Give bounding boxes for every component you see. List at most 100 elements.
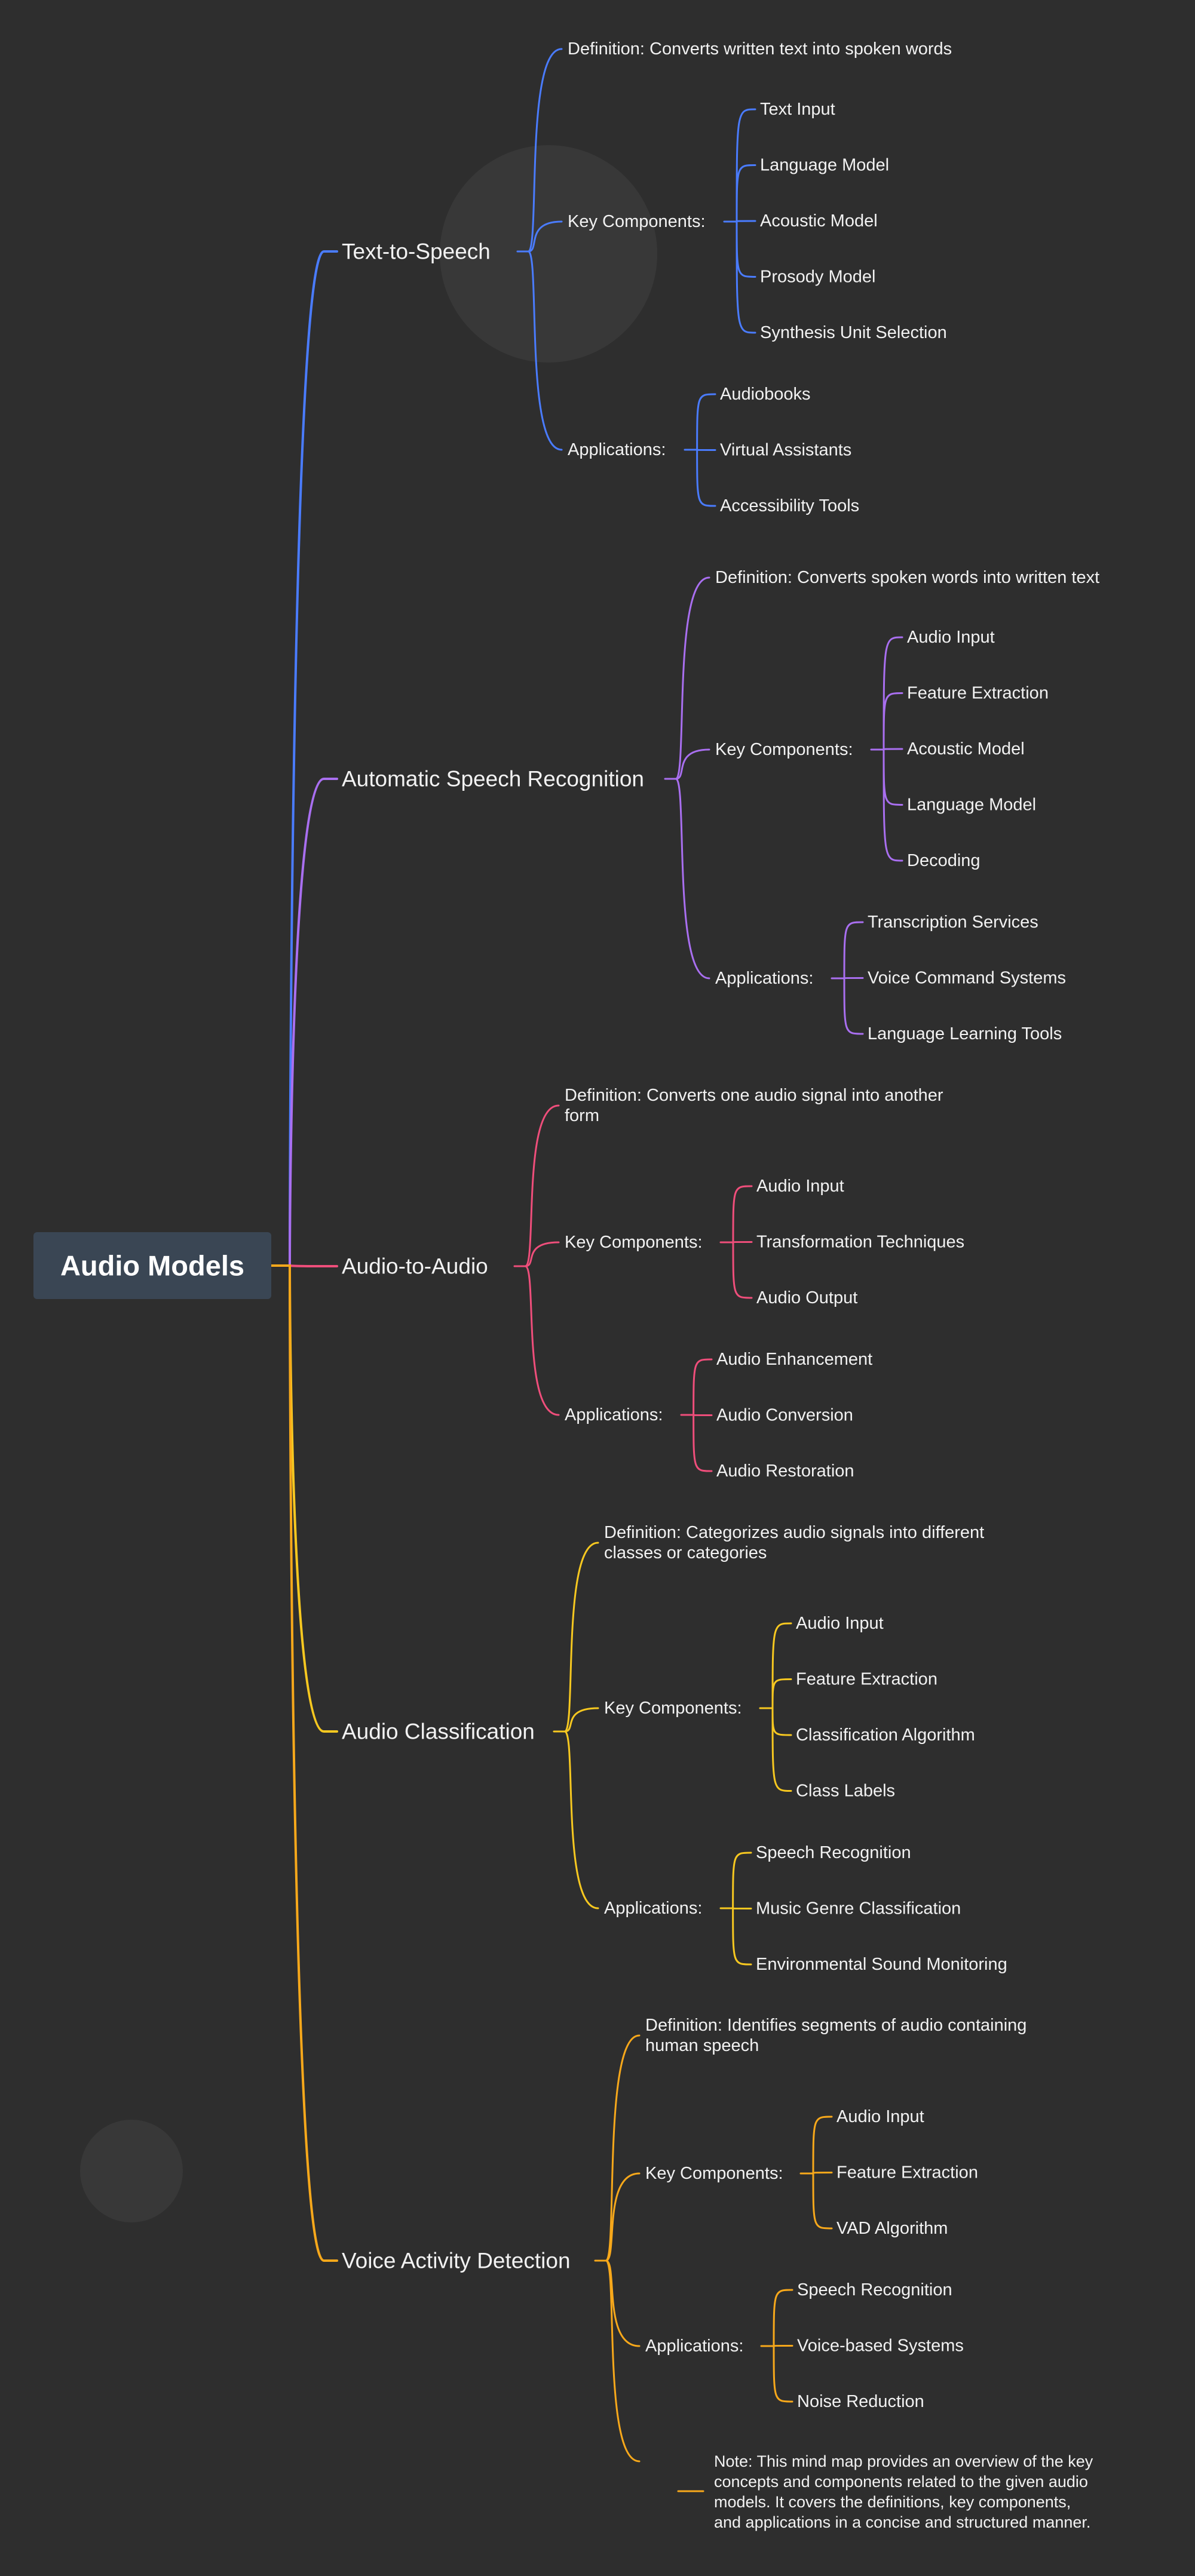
components-audio-classification-edge bbox=[771, 1707, 792, 1792]
applications-asr[interactable]: Applications: bbox=[715, 969, 813, 988]
component-tts[interactable]: Prosody Model bbox=[760, 268, 875, 287]
applications-audio-to-audio-edge bbox=[693, 1358, 713, 1416]
application-vad[interactable]: Noise Reduction bbox=[797, 2392, 924, 2411]
decorative-circle-top bbox=[440, 145, 657, 363]
components-vad-edge bbox=[812, 2172, 833, 2230]
child-edge-audio-classification bbox=[563, 1707, 599, 1733]
application-asr[interactable]: Transcription Services bbox=[868, 913, 1038, 932]
definition-vad: Definition: Identifies segments of audio… bbox=[645, 2016, 1027, 2035]
application-tts[interactable]: Virtual Assistants bbox=[720, 441, 851, 460]
component-audio-to-audio[interactable]: Transformation Techniques bbox=[756, 1233, 964, 1252]
application-audio-classification[interactable]: Speech Recognition bbox=[756, 1843, 911, 1862]
note-text: concepts and components related to the g… bbox=[714, 2473, 1088, 2491]
child-edge-tts bbox=[527, 48, 563, 253]
applications-audio-classification[interactable]: Applications: bbox=[604, 1899, 702, 1918]
child-edge-vad bbox=[605, 2259, 641, 2347]
definition-asr: Definition: Converts spoken words into w… bbox=[715, 568, 1099, 587]
branch-asr[interactable]: Automatic Speech Recognition bbox=[342, 767, 644, 791]
components-tts-edge bbox=[736, 220, 756, 223]
branch-audio-classification[interactable]: Audio Classification bbox=[342, 1720, 535, 1744]
applications-audio-classification-edge bbox=[732, 1907, 752, 1909]
application-tts[interactable]: Accessibility Tools bbox=[720, 496, 859, 515]
applications-vad[interactable]: Applications: bbox=[645, 2336, 743, 2356]
component-tts[interactable]: Acoustic Model bbox=[760, 211, 878, 231]
child-edge-tts bbox=[527, 220, 563, 253]
child-edge-audio-to-audio bbox=[524, 1104, 560, 1267]
application-asr[interactable]: Voice Command Systems bbox=[868, 969, 1066, 988]
components-tts-edge bbox=[736, 220, 756, 278]
components-audio-to-audio-edge bbox=[732, 1241, 753, 1299]
component-asr[interactable]: Decoding bbox=[907, 851, 980, 870]
definition-audio-to-audio: Definition: Converts one audio signal in… bbox=[565, 1086, 943, 1105]
components-asr-edge bbox=[883, 748, 903, 862]
applications-audio-classification-edge bbox=[732, 1907, 752, 1966]
key-components-audio-to-audio[interactable]: Key Components: bbox=[565, 1233, 703, 1252]
component-audio-classification[interactable]: Class Labels bbox=[796, 1782, 895, 1801]
branch-edge-asr bbox=[270, 778, 338, 1267]
note-text: Note: This mind map provides an overview… bbox=[714, 2452, 1093, 2470]
child-edge-asr bbox=[675, 748, 710, 780]
components-audio-classification-edge bbox=[771, 1678, 792, 1709]
applications-asr-edge bbox=[843, 977, 864, 1035]
component-asr[interactable]: Feature Extraction bbox=[907, 684, 1049, 703]
components-asr-edge bbox=[883, 748, 903, 806]
component-audio-to-audio[interactable]: Audio Output bbox=[756, 1288, 857, 1307]
component-audio-classification[interactable]: Audio Input bbox=[796, 1614, 884, 1633]
applications-audio-to-audio[interactable]: Applications: bbox=[565, 1405, 663, 1424]
key-components-asr[interactable]: Key Components: bbox=[715, 740, 853, 759]
applications-audio-to-audio-edge bbox=[693, 1414, 713, 1416]
child-edge-vad bbox=[605, 2034, 641, 2262]
component-audio-classification[interactable]: Feature Extraction bbox=[796, 1670, 937, 1689]
component-asr[interactable]: Language Model bbox=[907, 796, 1036, 815]
branch-edge-vad bbox=[270, 1264, 338, 2262]
application-audio-classification[interactable]: Environmental Sound Monitoring bbox=[756, 1955, 1007, 1974]
applications-asr-edge bbox=[843, 977, 864, 980]
connector-lines bbox=[270, 48, 903, 2492]
application-audio-to-audio[interactable]: Audio Enhancement bbox=[716, 1350, 872, 1369]
component-vad[interactable]: Audio Input bbox=[836, 2107, 924, 2126]
component-asr[interactable]: Audio Input bbox=[907, 628, 995, 647]
component-audio-classification[interactable]: Classification Algorithm bbox=[796, 1725, 975, 1745]
child-edge-vad bbox=[605, 2172, 641, 2262]
child-edge-audio-to-audio bbox=[524, 1265, 560, 1416]
component-tts[interactable]: Language Model bbox=[760, 156, 889, 175]
applications-asr-edge bbox=[843, 921, 864, 980]
branch-tts[interactable]: Text-to-Speech bbox=[342, 240, 491, 264]
application-vad[interactable]: Voice-based Systems bbox=[797, 2336, 964, 2356]
application-audio-classification[interactable]: Music Genre Classification bbox=[756, 1899, 961, 1918]
root-node[interactable] bbox=[33, 1232, 271, 1299]
applications-tts[interactable]: Applications: bbox=[568, 440, 666, 459]
component-vad[interactable]: Feature Extraction bbox=[836, 2163, 978, 2182]
child-edge-tts bbox=[527, 250, 563, 451]
key-components-vad[interactable]: Key Components: bbox=[645, 2164, 783, 2183]
branch-vad[interactable]: Voice Activity Detection bbox=[342, 2249, 571, 2273]
application-audio-to-audio[interactable]: Audio Restoration bbox=[716, 1462, 854, 1481]
applications-tts-edge bbox=[696, 393, 716, 451]
child-edge-audio-classification bbox=[563, 1542, 599, 1733]
root-label: Audio Models bbox=[60, 1250, 244, 1282]
component-tts[interactable]: Synthesis Unit Selection bbox=[760, 323, 947, 342]
components-tts-edge bbox=[736, 164, 756, 223]
component-tts[interactable]: Text Input bbox=[760, 100, 835, 119]
components-vad-edge bbox=[812, 2172, 833, 2175]
components-asr-edge bbox=[883, 692, 903, 751]
definition-vad: human speech bbox=[645, 2036, 759, 2055]
branch-audio-to-audio[interactable]: Audio-to-Audio bbox=[342, 1254, 488, 1279]
child-edge-audio-to-audio bbox=[524, 1241, 560, 1267]
definition-tts: Definition: Converts written text into s… bbox=[568, 39, 952, 59]
applications-vad-edge bbox=[773, 2345, 793, 2347]
applications-audio-to-audio-edge bbox=[693, 1414, 713, 1472]
component-asr[interactable]: Acoustic Model bbox=[907, 739, 1025, 759]
component-audio-to-audio[interactable]: Audio Input bbox=[756, 1177, 844, 1196]
key-components-tts[interactable]: Key Components: bbox=[568, 212, 706, 231]
decorative-circle-bottom bbox=[80, 2120, 183, 2222]
application-asr[interactable]: Language Learning Tools bbox=[868, 1024, 1062, 1043]
child-edge-asr bbox=[675, 576, 710, 780]
application-vad[interactable]: Speech Recognition bbox=[797, 2280, 952, 2299]
application-tts[interactable]: Audiobooks bbox=[720, 385, 811, 404]
key-components-audio-classification[interactable]: Key Components: bbox=[604, 1699, 742, 1718]
component-vad[interactable]: VAD Algorithm bbox=[836, 2219, 948, 2238]
applications-audio-classification-edge bbox=[732, 1852, 752, 1909]
application-audio-to-audio[interactable]: Audio Conversion bbox=[716, 1406, 853, 1425]
